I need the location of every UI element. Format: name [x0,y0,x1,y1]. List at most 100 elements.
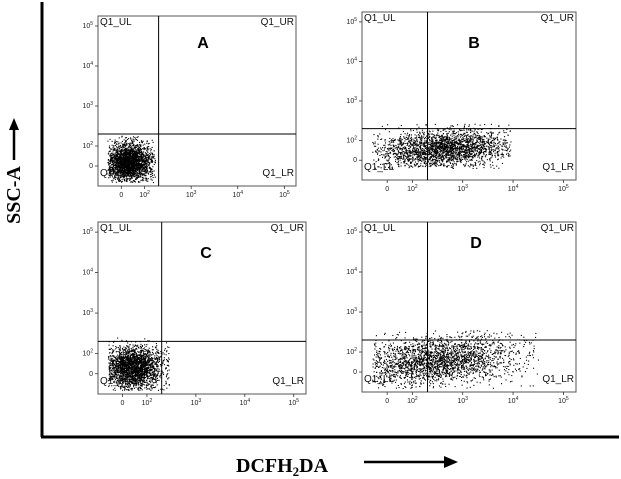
event-dot [168,353,170,355]
event-dot [124,172,126,174]
event-dot [482,147,484,149]
event-dot [126,153,128,155]
event-dot [423,144,425,146]
event-dot [502,139,504,141]
event-dot [410,158,412,160]
event-dot [404,154,406,156]
event-dot [466,140,468,142]
event-dot [408,148,410,150]
event-dot [121,175,123,177]
event-dot [479,149,481,151]
event-dot [133,180,135,182]
event-dot [412,138,414,140]
event-dot [467,146,469,148]
event-dot [435,160,437,162]
event-dot [489,138,491,140]
event-dot [441,145,443,147]
event-dot [472,140,474,142]
event-dot [138,173,140,175]
event-dot [129,143,131,145]
event-dot [412,157,414,159]
event-dot [141,161,143,163]
event-dot [463,144,465,146]
event-dot [120,156,122,158]
event-dot [125,158,127,160]
event-dot [483,136,485,138]
event-dot [109,160,111,162]
event-dot [481,137,483,139]
event-dot [410,162,412,164]
event-dot [126,178,128,180]
event-dot [452,153,454,155]
event-dot [474,129,476,131]
event-dot [397,139,399,141]
event-dot [455,150,457,152]
event-dot [448,150,450,152]
event-dot [134,152,136,154]
event-dot [134,174,136,176]
event-dot [489,158,491,160]
event-dot [126,160,128,162]
event-dot [128,152,130,154]
event-dot [144,166,146,168]
event-dot [396,162,398,164]
event-dot [460,152,462,154]
event-dot [137,160,139,162]
event-dot [107,153,109,155]
event-dot [126,167,128,169]
event-dot [120,144,122,146]
event-dot [134,170,136,172]
event-dot [456,146,458,148]
event-dot [115,150,117,152]
event-dot [475,144,477,146]
event-dot [130,181,132,183]
event-dot [417,159,419,161]
event-dot [388,155,390,157]
event-dot [421,149,423,151]
event-dot [391,141,393,143]
event-dot [417,140,419,142]
event-dot [432,156,434,158]
event-dot [397,151,399,153]
event-dot [123,154,125,156]
event-dot [127,156,129,158]
event-dot [455,141,457,143]
event-dot [433,161,435,163]
event-dot [416,163,418,165]
event-dot [424,138,426,140]
event-dot [116,163,118,165]
event-dot [388,140,390,142]
event-dot [440,137,442,139]
event-dot [467,146,469,148]
event-dot [479,153,481,155]
event-dot [458,143,460,145]
event-dot [483,143,485,145]
event-dot [115,149,117,151]
event-dot [152,141,154,143]
event-dot [456,140,458,142]
event-dot [441,141,443,143]
event-dot [405,151,407,153]
event-dot [424,143,426,145]
event-dot [500,153,502,155]
event-dot [488,152,490,154]
event-dot [132,173,134,175]
event-dot [491,161,493,163]
event-dot [139,170,141,172]
event-dot [497,158,499,160]
event-dot [446,127,448,129]
event-dot [124,137,126,139]
event-dot [409,134,411,136]
event-dot [144,155,146,157]
event-dot [115,169,117,171]
event-dot [443,149,445,151]
event-dot [121,149,123,151]
event-dot [451,154,453,156]
event-dot [130,153,132,155]
event-dot [456,135,458,137]
event-dot [393,141,395,143]
event-dot [430,146,432,148]
event-dot [119,163,121,165]
event-dot [124,148,126,150]
event-dot [410,134,412,136]
